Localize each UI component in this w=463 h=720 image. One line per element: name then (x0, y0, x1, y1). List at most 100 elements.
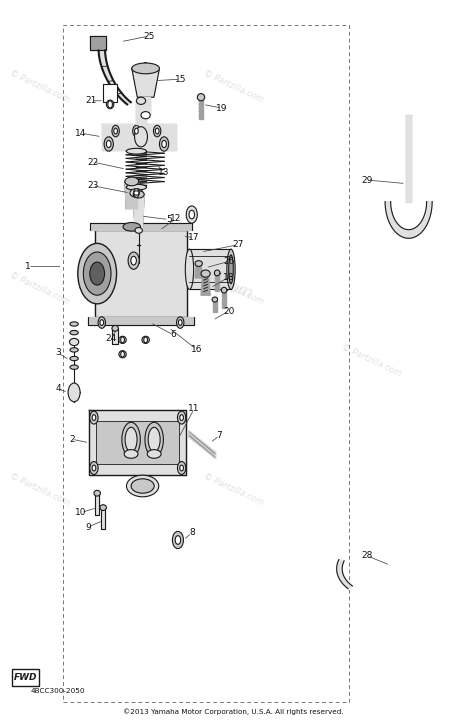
Text: © Partzilla.com: © Partzilla.com (201, 270, 264, 306)
Text: © Partzilla.com: © Partzilla.com (201, 68, 264, 104)
Text: 5: 5 (165, 215, 171, 224)
Polygon shape (125, 181, 138, 209)
Text: 14: 14 (75, 129, 87, 138)
Polygon shape (98, 50, 131, 104)
Text: 2: 2 (69, 435, 75, 444)
Polygon shape (200, 274, 210, 295)
Ellipse shape (70, 356, 78, 361)
Circle shape (142, 63, 149, 74)
Text: 9: 9 (85, 523, 91, 531)
Ellipse shape (94, 490, 100, 496)
Ellipse shape (126, 475, 158, 497)
Polygon shape (215, 273, 219, 291)
Ellipse shape (70, 322, 78, 326)
Polygon shape (131, 68, 159, 97)
Circle shape (131, 256, 136, 265)
Text: FWD: FWD (14, 673, 38, 682)
Circle shape (144, 337, 147, 343)
Polygon shape (188, 431, 215, 459)
Circle shape (113, 128, 117, 134)
Text: 22: 22 (87, 158, 98, 166)
Ellipse shape (106, 100, 113, 109)
Circle shape (106, 140, 111, 148)
Text: 3: 3 (55, 348, 61, 357)
Text: 24: 24 (105, 334, 116, 343)
Text: 17: 17 (188, 233, 200, 242)
Ellipse shape (142, 336, 149, 343)
Circle shape (134, 128, 138, 134)
Polygon shape (94, 493, 99, 515)
Ellipse shape (221, 287, 226, 293)
Circle shape (100, 320, 103, 325)
Polygon shape (89, 410, 186, 475)
Polygon shape (100, 508, 105, 529)
Text: © Partzilla.com: © Partzilla.com (8, 68, 71, 104)
Polygon shape (141, 97, 150, 115)
Circle shape (132, 125, 140, 137)
Ellipse shape (125, 428, 137, 452)
Circle shape (177, 411, 185, 424)
Text: 15: 15 (174, 75, 186, 84)
Ellipse shape (226, 249, 235, 289)
Ellipse shape (144, 422, 163, 457)
Ellipse shape (100, 505, 106, 510)
Ellipse shape (200, 270, 210, 277)
Polygon shape (94, 230, 187, 317)
Text: © Partzilla.com: © Partzilla.com (138, 246, 254, 301)
Text: 1: 1 (25, 262, 31, 271)
Text: 25: 25 (144, 32, 155, 40)
Circle shape (107, 101, 112, 108)
Text: 20: 20 (223, 307, 234, 315)
Ellipse shape (212, 297, 217, 302)
Circle shape (176, 317, 183, 328)
Circle shape (172, 531, 183, 549)
Circle shape (134, 127, 147, 147)
Circle shape (177, 462, 185, 474)
Polygon shape (133, 194, 144, 230)
Circle shape (92, 415, 95, 420)
Polygon shape (112, 328, 118, 344)
Text: ©2013 Yamaha Motor Corporation, U.S.A. All rights reserved.: ©2013 Yamaha Motor Corporation, U.S.A. A… (123, 708, 343, 715)
Text: 26: 26 (223, 257, 234, 266)
Text: 4: 4 (55, 384, 61, 393)
Ellipse shape (70, 348, 78, 352)
Ellipse shape (131, 63, 159, 74)
Circle shape (162, 140, 166, 148)
Circle shape (104, 137, 113, 151)
Polygon shape (189, 249, 231, 289)
Polygon shape (101, 124, 175, 150)
Polygon shape (405, 115, 411, 202)
Ellipse shape (133, 191, 144, 198)
Ellipse shape (119, 351, 126, 358)
Circle shape (159, 137, 169, 151)
Text: 19: 19 (216, 104, 227, 112)
Polygon shape (222, 290, 225, 308)
Circle shape (98, 317, 105, 328)
Ellipse shape (123, 222, 140, 231)
Text: © Partzilla.com: © Partzilla.com (8, 270, 71, 306)
Ellipse shape (130, 189, 143, 197)
Circle shape (90, 411, 98, 424)
Circle shape (179, 415, 183, 420)
Circle shape (128, 252, 139, 269)
Circle shape (90, 462, 98, 474)
Ellipse shape (135, 228, 142, 233)
Text: 7: 7 (216, 431, 222, 440)
Bar (63, 25, 348, 702)
Ellipse shape (70, 339, 78, 343)
Text: 10: 10 (75, 508, 87, 517)
Polygon shape (88, 317, 194, 325)
Ellipse shape (131, 479, 154, 493)
Text: 28: 28 (361, 552, 372, 560)
Text: 12: 12 (169, 215, 181, 223)
Circle shape (68, 383, 80, 402)
Ellipse shape (119, 336, 126, 343)
Text: 27: 27 (232, 240, 243, 249)
Ellipse shape (228, 255, 233, 284)
Polygon shape (90, 223, 191, 230)
Polygon shape (336, 559, 351, 589)
Circle shape (90, 262, 104, 285)
Text: 18: 18 (222, 273, 234, 282)
Text: 23: 23 (87, 181, 98, 190)
Circle shape (188, 210, 194, 219)
